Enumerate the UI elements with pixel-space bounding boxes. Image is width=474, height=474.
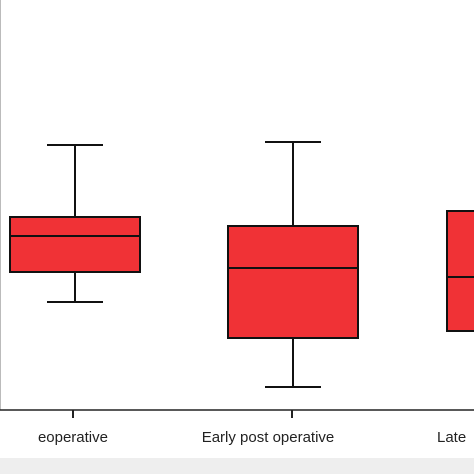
x-tick-label: eoperative [38, 429, 108, 446]
x-tick-label: Late [437, 429, 466, 446]
box [9, 216, 141, 273]
footer-band [0, 458, 474, 474]
x-tick-label: Early post operative [202, 429, 335, 446]
box [446, 210, 474, 332]
box [227, 225, 359, 339]
